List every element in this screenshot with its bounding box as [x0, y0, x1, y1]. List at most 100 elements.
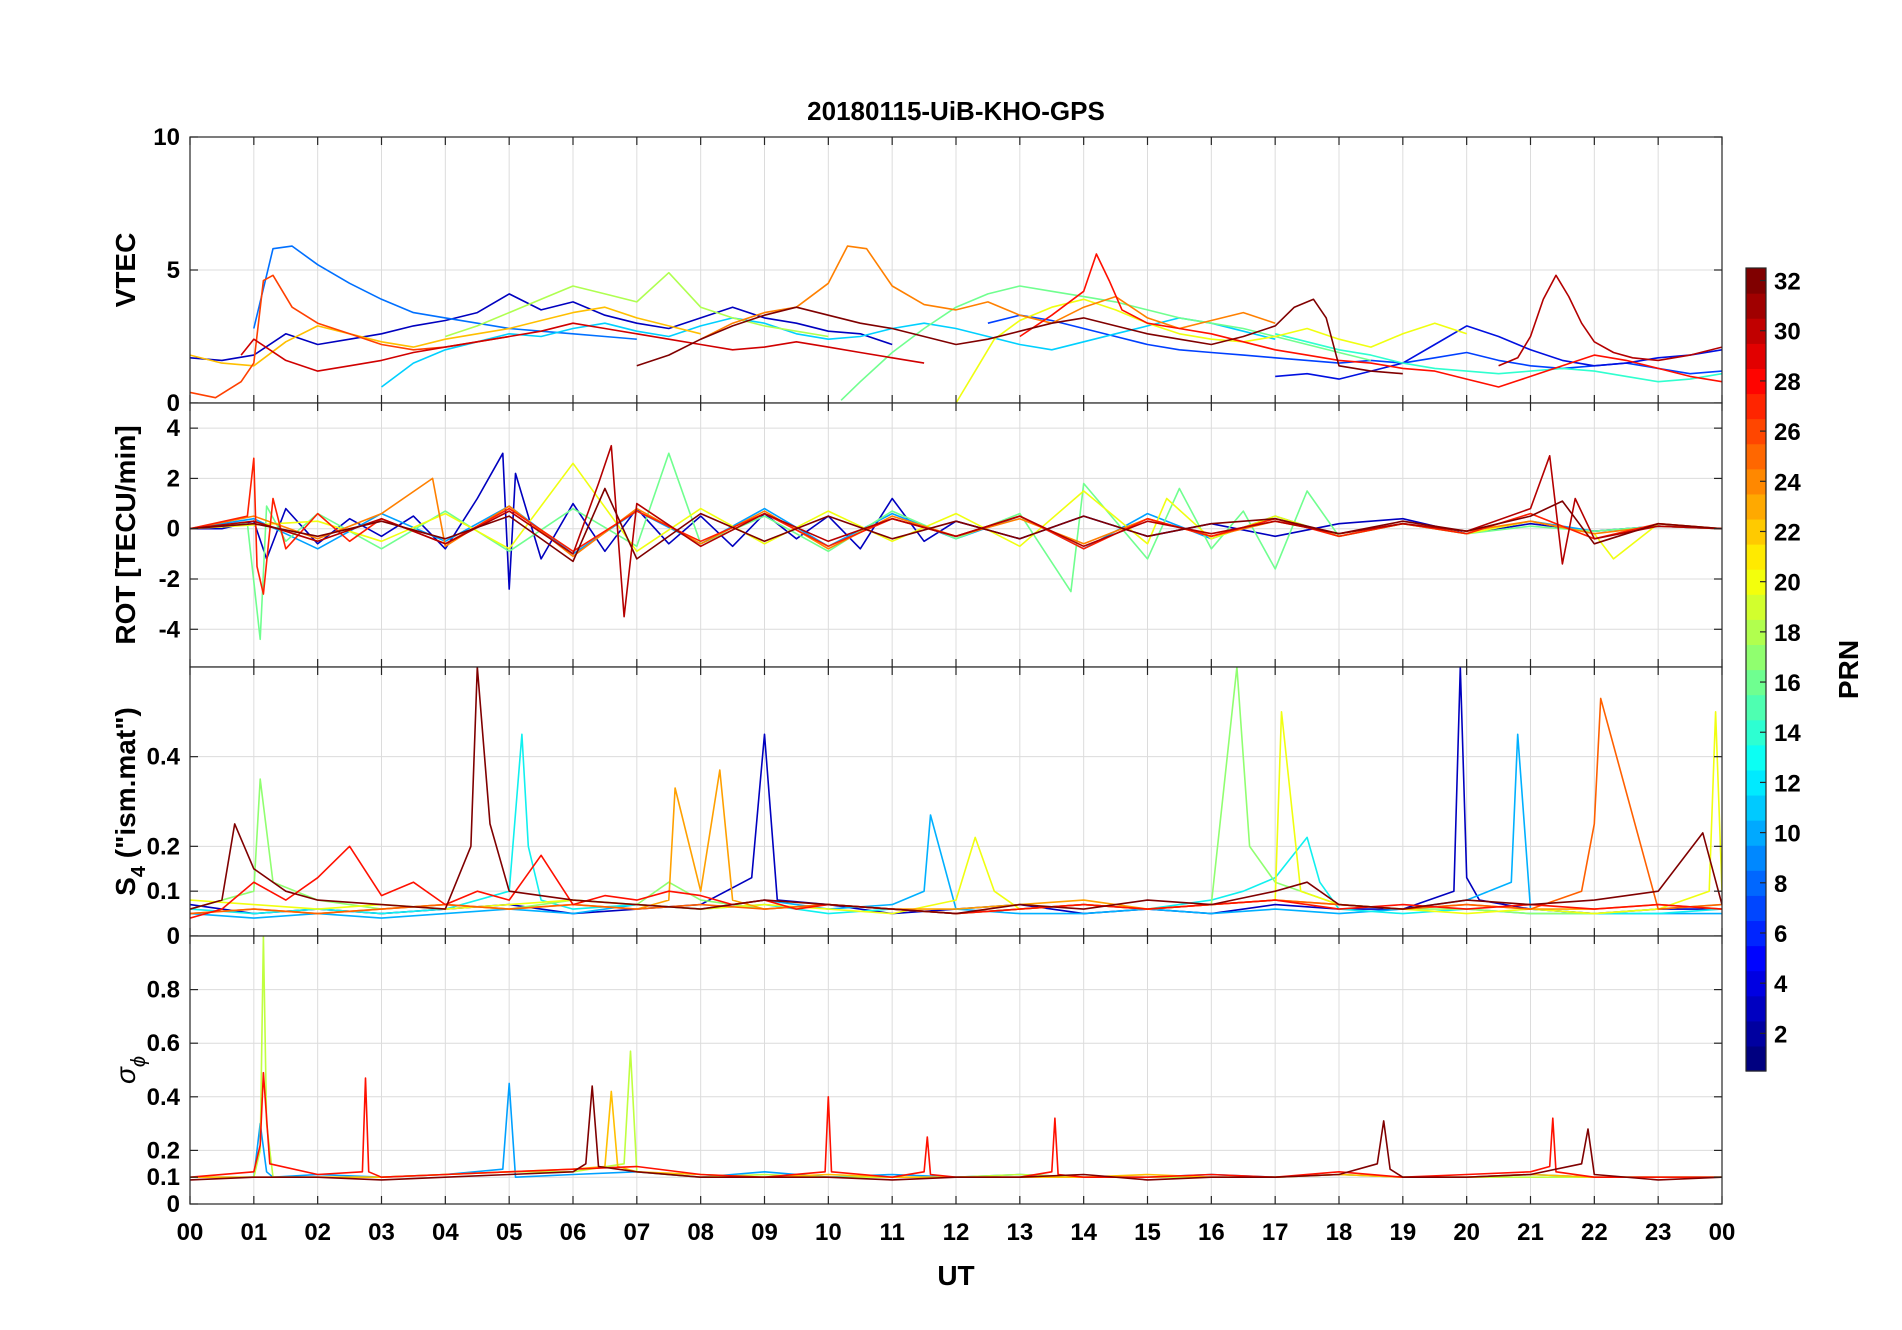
series-line-prn-32	[636, 298, 1403, 375]
y-tick-label: 0.1	[147, 878, 180, 905]
y-axis-label-vtec: VTEC	[110, 233, 141, 308]
colorbar-segment	[1746, 719, 1766, 746]
series-line-prn-20	[955, 298, 1467, 403]
y-tick-label: 10	[153, 124, 180, 151]
colorbar-segment	[1746, 669, 1766, 696]
colorbar-tick-label: 22	[1774, 519, 1801, 546]
series-line-prn-30	[240, 322, 925, 372]
colorbar-segment	[1746, 920, 1766, 947]
y-tick-label: 0.4	[147, 744, 181, 771]
x-tick-label: 15	[1134, 1219, 1161, 1246]
colorbar-label: PRN	[1833, 640, 1864, 699]
series-line-prn-3	[190, 293, 893, 362]
x-tick-label: 10	[815, 1219, 842, 1246]
colorbar-tick-label: 4	[1774, 971, 1788, 998]
series-group-rot	[190, 444, 1722, 641]
series-line-prn-22	[190, 306, 701, 367]
colorbar-frame	[1745, 267, 1767, 1072]
y-axis-rot: -4 -2 0 2 4	[159, 415, 1722, 643]
colorbar-tick-label: 24	[1774, 469, 1801, 496]
colorbar-segment	[1746, 393, 1766, 420]
y-tick-label: 0	[167, 516, 180, 543]
x-tick-label: 16	[1198, 1219, 1225, 1246]
series-line-prn-14	[1275, 333, 1722, 383]
colorbar-segment	[1746, 493, 1766, 520]
colorbar-segment	[1746, 268, 1766, 294]
series-group-vtec	[190, 245, 1722, 403]
colorbar-segment	[1746, 293, 1766, 319]
series-line-prn-3	[190, 452, 1722, 590]
x-ticks-vtec	[189, 137, 1723, 403]
colorbar-segment	[1746, 1045, 1766, 1072]
series-line-prn-28	[190, 1071, 1722, 1178]
colorbar-segment	[1746, 318, 1766, 344]
y-tick-label: 0	[167, 390, 180, 417]
x-tick-label: 19	[1389, 1219, 1416, 1246]
colorbar-tick-label: 30	[1774, 319, 1801, 346]
x-tick-label: 09	[751, 1219, 778, 1246]
colorbar-tick-label: 8	[1774, 871, 1787, 898]
colorbar-segment	[1746, 569, 1766, 595]
colorbar-tick-label: 32	[1774, 269, 1801, 296]
panel-s4: 0 0.1 0.2 0.4S4 ("ism.mat")	[110, 666, 1723, 950]
colorbar-tick-label: 26	[1774, 419, 1801, 446]
y-axis-s4: 0 0.1 0.2 0.4	[147, 744, 1722, 950]
y-tick-label: 0.2	[147, 1137, 180, 1164]
colorbar-segment	[1746, 418, 1766, 445]
colorbar-segment	[1746, 945, 1766, 972]
colorbar-segment	[1746, 343, 1766, 369]
series-group-s4	[190, 667, 1722, 919]
colorbar-segment	[1746, 694, 1766, 721]
colorbar-tick-label: 18	[1774, 620, 1801, 647]
colorbar-segment	[1746, 644, 1766, 671]
series-line-prn-32	[190, 487, 1722, 563]
x-ticks-rot	[189, 403, 1723, 667]
colorbar-tick-label: 10	[1774, 821, 1801, 848]
y-tick-label: 0	[167, 1191, 180, 1218]
panel-sigma_phi: 00.10.2 0.4 0.6 0.8 σϕ	[110, 935, 1723, 1218]
y-axis-sigma_phi: 00.10.2 0.4 0.6 0.8	[147, 977, 1722, 1218]
colorbar-segment	[1746, 895, 1766, 922]
colorbar-segment	[1746, 518, 1766, 545]
x-tick-label: 01	[240, 1219, 267, 1246]
colorbar-tick-label: 28	[1774, 369, 1801, 396]
x-tick-label: 00	[1709, 1219, 1736, 1246]
y-tick-label: 5	[167, 257, 180, 284]
x-ticks-sigma_phi	[189, 936, 1723, 1204]
x-tick-label: 23	[1645, 1219, 1672, 1246]
series-line-prn-18	[445, 271, 829, 338]
series-line-prn-32	[190, 1085, 1722, 1181]
y-tick-label: -2	[159, 566, 180, 593]
y-tick-label: 0	[167, 923, 180, 950]
colorbar-segment	[1746, 594, 1766, 620]
series-line-prn-12	[381, 317, 1276, 388]
y-tick-label: 4	[167, 415, 181, 442]
colorbar-segment	[1746, 544, 1766, 570]
x-ticks-s4	[189, 667, 1723, 936]
y-tick-label: 0.2	[147, 833, 180, 860]
colorbar-segment	[1746, 820, 1766, 846]
colorbar-tick-label: 20	[1774, 570, 1801, 597]
x-tick-label: 21	[1517, 1219, 1544, 1246]
y-tick-label: 0.4	[147, 1084, 181, 1111]
x-tick-label: 22	[1581, 1219, 1608, 1246]
colorbar-segment	[1746, 870, 1766, 896]
y-axis-label-sigma_phi: σϕ	[110, 1056, 150, 1084]
x-tick-label: 11	[879, 1219, 904, 1246]
colorbar-segment	[1746, 845, 1766, 871]
colorbar-tick-label: 16	[1774, 670, 1801, 697]
x-tick-label: 04	[432, 1219, 459, 1246]
colorbar-segment	[1746, 970, 1766, 997]
colorbar-tick-label: 6	[1774, 921, 1787, 948]
colorbar-segment	[1746, 368, 1766, 395]
x-tick-label: 17	[1262, 1219, 1289, 1246]
x-tick-label: 05	[496, 1219, 523, 1246]
x-tick-label: 00	[177, 1219, 204, 1246]
y-tick-label: 2	[167, 465, 180, 492]
y-tick-label: 0.1	[147, 1164, 180, 1191]
y-tick-label: -4	[159, 616, 181, 643]
panel-rot: -4 -2 0 2 4 ROT [TECU/min]	[110, 402, 1723, 668]
